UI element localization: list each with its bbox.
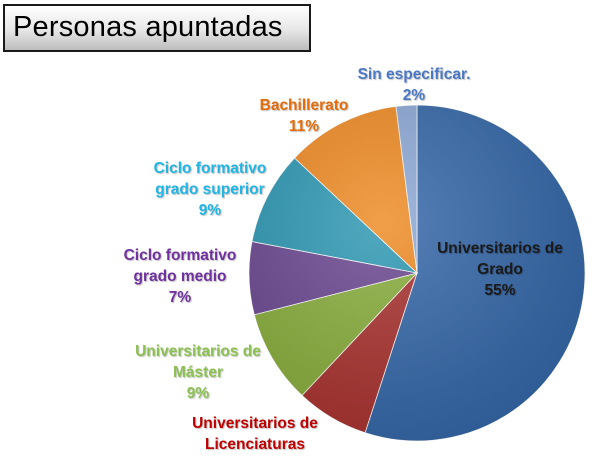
label-line: Ciclo formativo bbox=[153, 160, 267, 177]
label-line: Ciclo formativo bbox=[123, 247, 237, 264]
label-line: grado superior bbox=[155, 181, 265, 198]
label-universitarios-grado: Universitarios de Grado 55% bbox=[410, 238, 590, 301]
label-line: Universitarios de bbox=[135, 343, 261, 360]
chart-title: Personas apuntadas bbox=[13, 11, 283, 43]
label-line: Universitarios de bbox=[192, 415, 318, 432]
label-sin-especificar: Sin especificar. 2% bbox=[324, 64, 504, 106]
label-percent: 11% bbox=[288, 118, 320, 135]
label-line: Licenciaturas bbox=[205, 436, 305, 453]
label-line: Máster bbox=[173, 364, 223, 381]
label-line: Sin especificar. bbox=[357, 66, 471, 83]
label-universitarios-licenciaturas: Universitarios de Licenciaturas bbox=[165, 413, 345, 455]
label-bachillerato: Bachillerato 11% bbox=[214, 95, 394, 137]
label-percent: 7% bbox=[168, 289, 192, 306]
label-line: Universitarios de bbox=[437, 240, 563, 257]
label-percent: 55% bbox=[484, 282, 516, 299]
label-percent: 2% bbox=[402, 87, 426, 104]
label-line: grado medio bbox=[133, 268, 227, 285]
chart-title-box: Personas apuntadas bbox=[3, 4, 311, 52]
label-universitarios-master: Universitarios de Máster 9% bbox=[108, 341, 288, 404]
label-line: Bachillerato bbox=[259, 97, 349, 114]
label-percent: 9% bbox=[186, 385, 210, 402]
label-ciclo-grado-medio: Ciclo formativo grado medio 7% bbox=[90, 245, 270, 308]
label-line: Grado bbox=[477, 261, 523, 278]
label-ciclo-grado-superior: Ciclo formativo grado superior 9% bbox=[120, 158, 300, 221]
label-percent: 9% bbox=[198, 202, 222, 219]
